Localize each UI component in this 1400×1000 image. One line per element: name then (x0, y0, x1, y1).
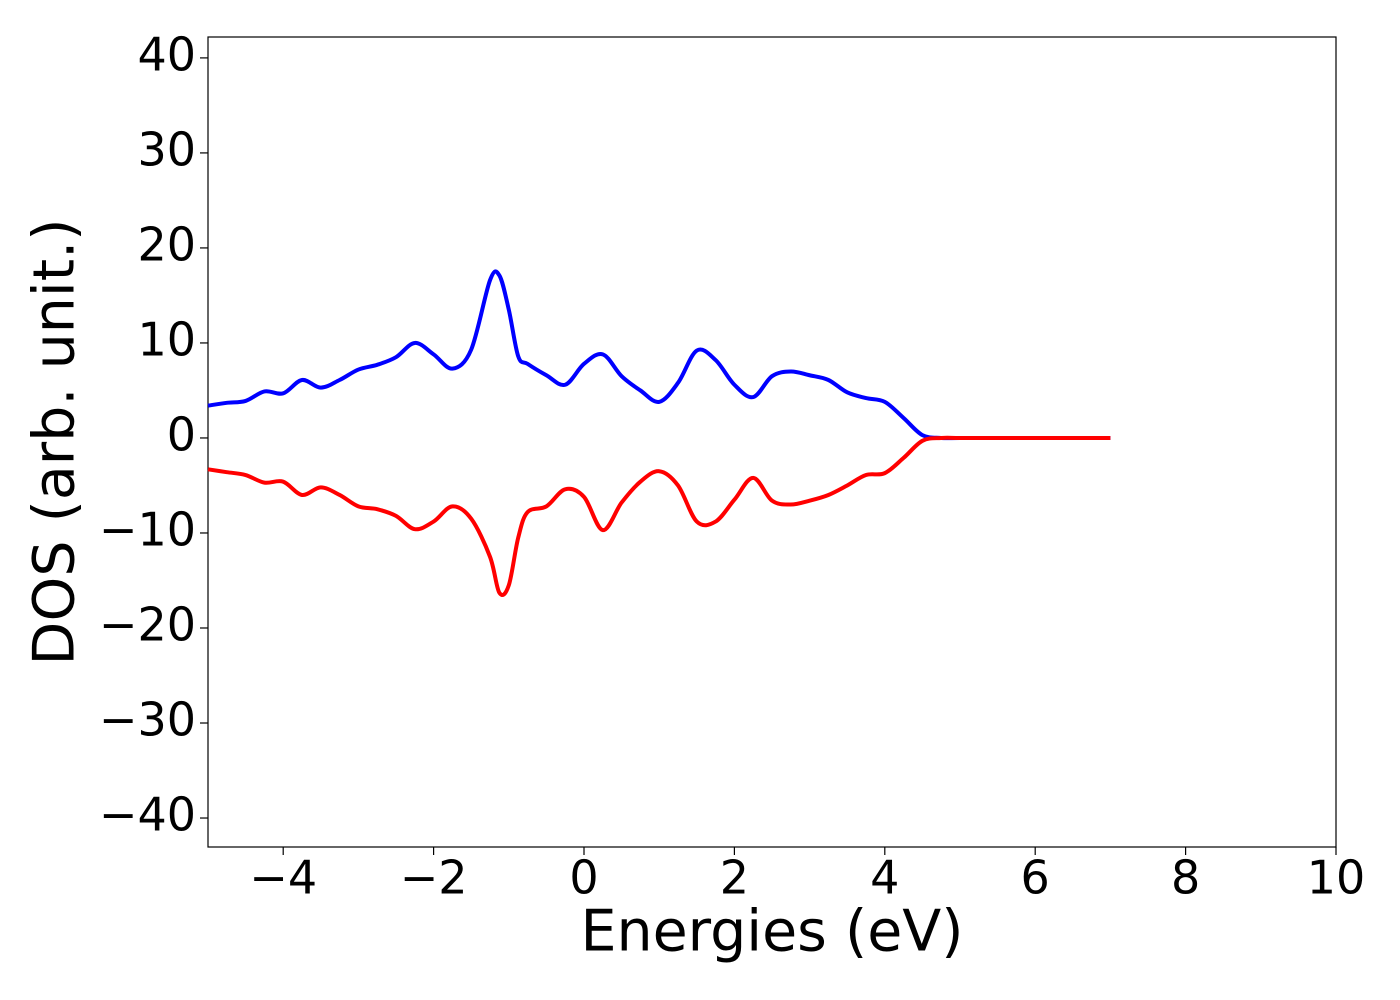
y-tick-label: −10 (99, 502, 196, 556)
y-tick-label: 30 (137, 122, 196, 176)
y-axis-label: DOS (arb. unit.) (22, 219, 88, 666)
y-tick-label: 20 (137, 217, 196, 271)
series-line (207, 435, 1111, 597)
x-tick-label: −4 (249, 851, 317, 905)
y-tick-label: −40 (99, 788, 196, 842)
x-tick-label: 2 (720, 851, 749, 905)
x-tick-label: 6 (1021, 851, 1050, 905)
y-tick-label: 0 (167, 407, 196, 461)
x-axis-label: Energies (eV) (580, 899, 963, 965)
plot-frame (207, 36, 1337, 848)
y-tick-label: −30 (99, 693, 196, 747)
y-tick-label: 40 (137, 27, 196, 81)
x-tick-label: 4 (870, 851, 899, 905)
x-tick-label: −2 (400, 851, 468, 905)
series-line (207, 269, 1111, 441)
y-tick-label: 10 (137, 312, 196, 366)
x-tick-label: 10 (1307, 851, 1366, 905)
x-tick-label: 0 (569, 851, 598, 905)
x-tick-label: 8 (1171, 851, 1200, 905)
y-tick-label: −20 (99, 597, 196, 651)
